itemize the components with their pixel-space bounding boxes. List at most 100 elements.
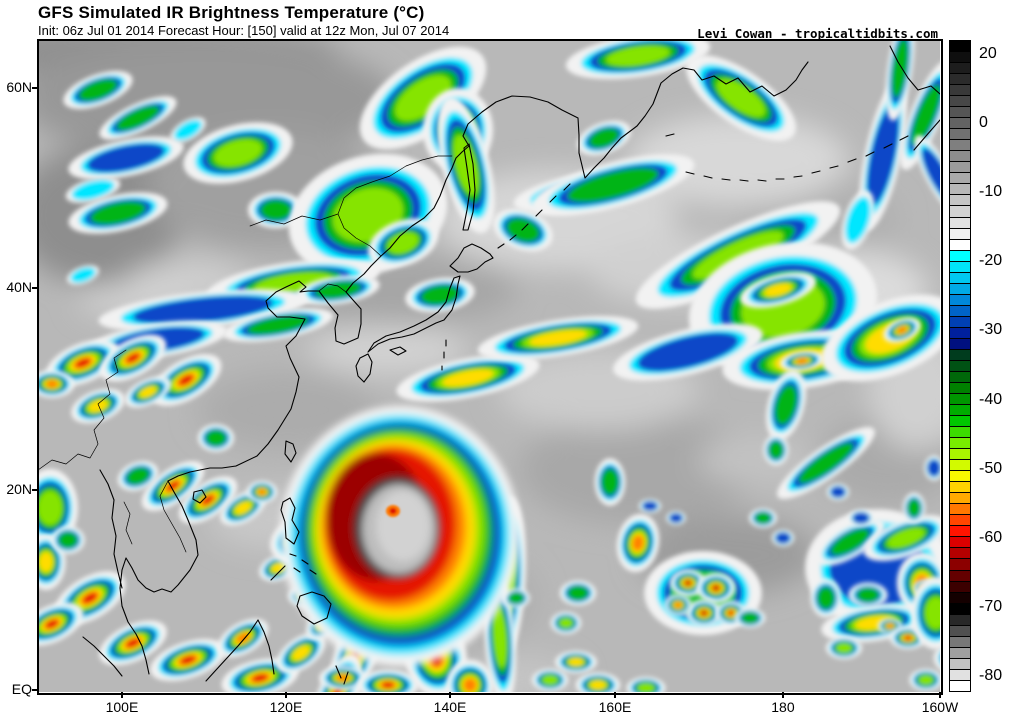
colorbar-segment bbox=[950, 52, 970, 64]
convective-cell bbox=[150, 354, 222, 406]
colorbar-segment bbox=[950, 63, 970, 75]
colorbar-segment bbox=[950, 305, 970, 317]
lon-axis-label: 100E bbox=[105, 699, 139, 715]
typhoon-feature bbox=[280, 406, 520, 666]
colorbar-segment bbox=[950, 559, 970, 571]
colorbar-tick-label: 20 bbox=[979, 45, 997, 62]
colorbar-tick-label: -80 bbox=[979, 667, 1003, 684]
colorbar-segment bbox=[950, 581, 970, 593]
colorbar-segment bbox=[950, 680, 970, 691]
colorbar-segment bbox=[950, 460, 970, 472]
convective-cell bbox=[559, 580, 597, 606]
colorbar-segment bbox=[950, 107, 970, 119]
convective-cell bbox=[575, 672, 621, 692]
convective-cell bbox=[848, 582, 888, 608]
lon-axis-tick bbox=[284, 692, 287, 698]
convective-cell bbox=[664, 593, 692, 617]
convective-cell bbox=[810, 578, 842, 618]
convective-cell bbox=[863, 515, 940, 561]
colorbar-segment bbox=[950, 592, 970, 604]
lat-axis-tick bbox=[32, 287, 38, 290]
convective-cell bbox=[276, 632, 326, 674]
colorbar-segment bbox=[950, 294, 970, 306]
convective-cell bbox=[685, 599, 723, 627]
convective-cell bbox=[367, 218, 439, 268]
colorbar-segment bbox=[950, 261, 970, 273]
colorbar-segment bbox=[950, 371, 970, 383]
colorbar-segment bbox=[950, 228, 970, 240]
convective-cell bbox=[696, 572, 736, 604]
convective-cell bbox=[296, 274, 380, 306]
colorbar-segment bbox=[950, 504, 970, 516]
convective-cell bbox=[124, 376, 172, 408]
convective-cell bbox=[531, 668, 569, 692]
convective-cell bbox=[841, 190, 875, 250]
colorbar-segment bbox=[950, 537, 970, 549]
colorbar-segment bbox=[950, 327, 970, 339]
convective-cell bbox=[885, 40, 915, 121]
colorbar-segment bbox=[950, 427, 970, 439]
page-title: GFS Simulated IR Brightness Temperature … bbox=[38, 3, 425, 22]
colorbar-segment bbox=[950, 129, 970, 141]
colorbar-segment bbox=[950, 405, 970, 417]
colorbar-segment bbox=[950, 603, 970, 615]
convective-cell bbox=[359, 46, 487, 150]
lat-axis-label: 60N bbox=[6, 78, 32, 95]
convective-cell bbox=[502, 588, 530, 608]
lat-axis-tick bbox=[32, 688, 38, 691]
convective-cell bbox=[117, 461, 159, 491]
colorbar-segment bbox=[950, 250, 970, 262]
colorbar-segment bbox=[950, 449, 970, 461]
colorbar-segment bbox=[950, 416, 970, 428]
convective-cell bbox=[848, 509, 874, 527]
colorbar-segment bbox=[950, 570, 970, 582]
convective-cell bbox=[222, 308, 334, 342]
convective-cell bbox=[565, 40, 711, 80]
convective-cell bbox=[825, 636, 863, 660]
convective-cell bbox=[477, 315, 639, 361]
colorbar-segment bbox=[950, 195, 970, 207]
lon-axis-tick bbox=[449, 692, 452, 698]
colorbar-segment bbox=[950, 283, 970, 295]
convective-cell bbox=[65, 176, 121, 204]
convective-cell bbox=[933, 646, 940, 670]
colorbar-segment bbox=[950, 493, 970, 505]
lon-axis-label: 120E bbox=[269, 699, 303, 715]
convective-cell bbox=[771, 529, 795, 547]
convective-cell bbox=[71, 388, 125, 424]
lon-axis-tick bbox=[120, 692, 123, 698]
convective-cell bbox=[531, 154, 695, 216]
convective-cell bbox=[68, 136, 184, 180]
convective-cell bbox=[63, 70, 133, 110]
coastlines bbox=[38, 45, 940, 685]
colorbar-segment bbox=[950, 548, 970, 560]
lon-axis-label: 180 bbox=[771, 699, 795, 715]
convective-cell bbox=[766, 369, 806, 441]
convective-cell bbox=[910, 576, 940, 650]
convective-cell bbox=[99, 334, 167, 382]
convective-cell bbox=[66, 265, 100, 285]
convective-cell bbox=[555, 650, 597, 674]
convective-cell bbox=[396, 354, 540, 402]
convective-cell bbox=[749, 508, 777, 528]
colorbar-segment bbox=[950, 482, 970, 494]
convective-cell bbox=[178, 476, 238, 524]
colorbar-tick-label: -20 bbox=[979, 252, 1003, 270]
colorbar-segment bbox=[950, 669, 970, 681]
convective-cell bbox=[815, 518, 885, 566]
credit-line: Levi Cowan - tropicaltidbits.com bbox=[697, 26, 938, 41]
lon-axis-label: 160E bbox=[598, 699, 632, 715]
colorbar-segment bbox=[950, 140, 970, 152]
convective-cell bbox=[197, 424, 235, 452]
colorbar-segment bbox=[950, 239, 970, 251]
lon-axis-label: 140E bbox=[433, 699, 467, 715]
init-forecast-line: Init: 06z Jul 01 2014 Forecast Hour: [15… bbox=[38, 23, 450, 38]
colorbar-tick-label: -10 bbox=[979, 183, 1003, 201]
convective-cell bbox=[38, 602, 84, 646]
convective-cell bbox=[902, 492, 926, 524]
convective-cell bbox=[183, 122, 293, 184]
colorbar-segment bbox=[950, 184, 970, 196]
colorbar-segment bbox=[950, 515, 970, 527]
convective-cell bbox=[246, 480, 278, 504]
